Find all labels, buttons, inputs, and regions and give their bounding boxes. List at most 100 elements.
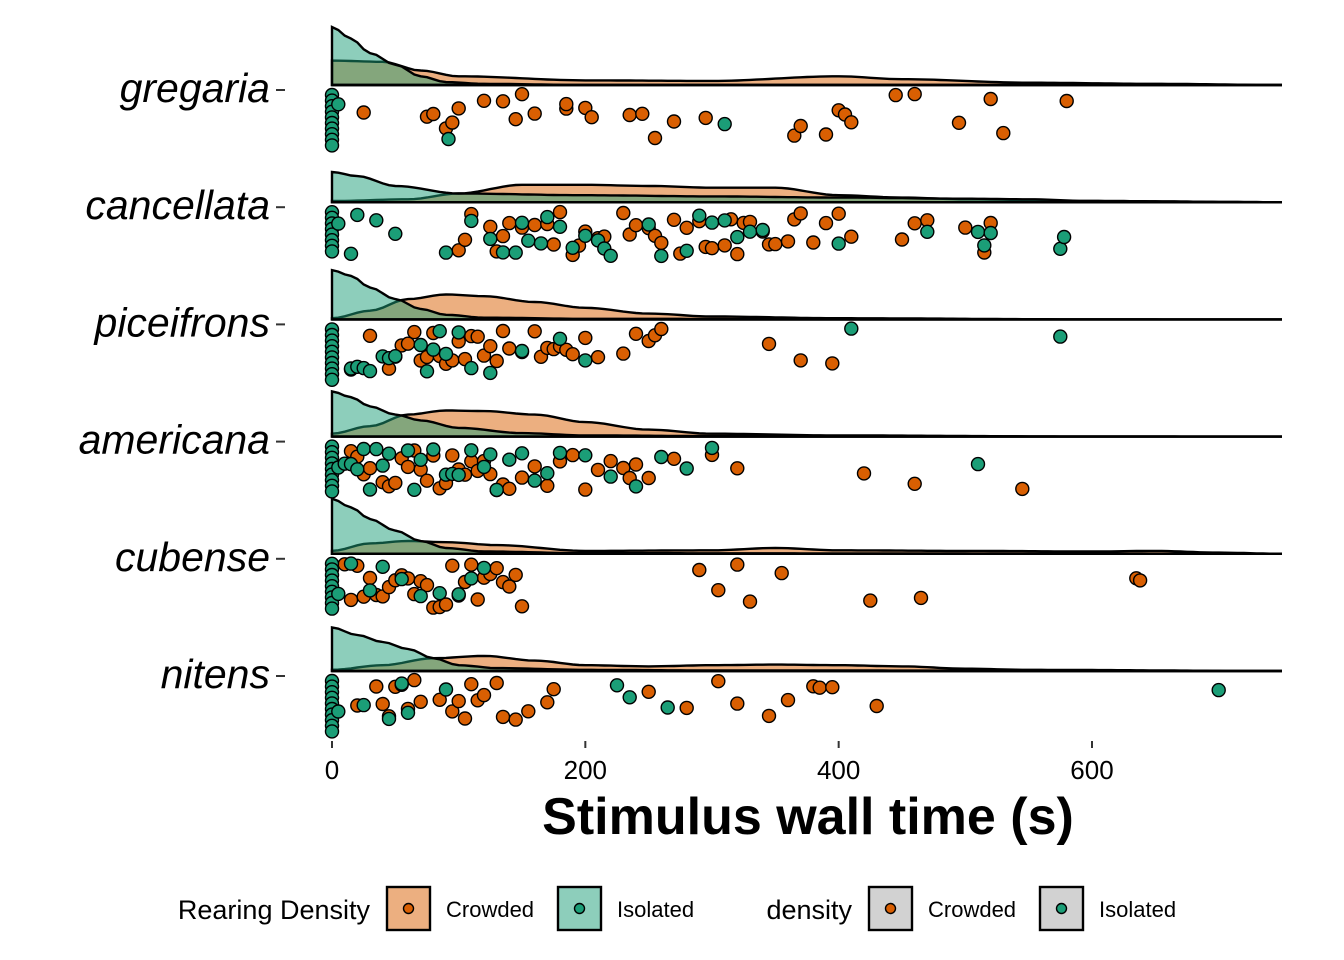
data-point-isolated [831, 236, 846, 251]
data-point-isolated [350, 462, 365, 477]
data-point-crowded [907, 86, 922, 102]
data-point-isolated [388, 226, 403, 242]
data-point-crowded [635, 106, 650, 122]
data-point-crowded [527, 106, 542, 121]
y-tick-label: nitens [161, 651, 270, 697]
data-point-crowded [717, 238, 732, 253]
data-point-isolated [483, 231, 498, 247]
legend-label: Isolated [617, 897, 694, 922]
data-point-isolated [527, 473, 542, 488]
data-point-isolated [441, 131, 456, 147]
data-point-crowded [407, 672, 422, 688]
data-point-crowded [445, 704, 460, 719]
data-point-isolated [464, 571, 479, 586]
data-point-isolated [679, 243, 694, 259]
data-point-crowded [388, 475, 403, 491]
density-crowded-piceifrons [330, 293, 1282, 321]
data-point-isolated [1053, 329, 1068, 344]
y-axis: gregaria cancellata piceifrons americana cub… [79, 65, 285, 697]
data-point-isolated [381, 446, 397, 461]
data-point-crowded [419, 577, 435, 593]
data-point-crowded [502, 341, 517, 356]
data-point-crowded [825, 680, 840, 695]
data-point-isolated [413, 588, 428, 604]
data-point-isolated [464, 443, 479, 458]
data-point-crowded [464, 677, 479, 692]
data-point-crowded [495, 323, 511, 339]
data-point-isolated [514, 343, 530, 359]
data-point-isolated [970, 224, 986, 240]
data-point-crowded [362, 461, 378, 476]
data-point-crowded [476, 93, 492, 109]
data-point-isolated [413, 452, 428, 467]
data-point-crowded [844, 115, 859, 130]
data-point-crowded [1015, 481, 1030, 497]
data-point-crowded [603, 453, 618, 469]
data-point-crowded [457, 711, 473, 726]
data-point-crowded [540, 478, 555, 493]
data-point-crowded [451, 693, 466, 709]
data-point-isolated [464, 213, 479, 229]
data-point-crowded [590, 462, 606, 478]
data-point-isolated [375, 559, 390, 574]
data-point-isolated [426, 342, 441, 357]
data-point-crowded [565, 347, 580, 362]
data-point-crowded [983, 91, 998, 107]
data-point-crowded [445, 558, 460, 573]
data-point-isolated [489, 482, 504, 498]
data-point-isolated [476, 459, 492, 475]
data-point-crowded [1132, 573, 1148, 588]
data-point-crowded [457, 232, 473, 248]
data-point-isolated [565, 240, 580, 256]
data-point-crowded [489, 561, 504, 576]
data-point-crowded [445, 448, 460, 463]
data-point-crowded [825, 356, 840, 371]
data-point-crowded [761, 336, 777, 352]
data-point-isolated [514, 215, 530, 231]
data-point-crowded [647, 130, 663, 146]
data-point-isolated [331, 97, 346, 112]
data-point-crowded [730, 246, 745, 262]
data-point-isolated [641, 217, 656, 232]
data-point-crowded [679, 700, 694, 716]
data-point-crowded [495, 94, 511, 109]
data-point-isolated [375, 458, 390, 473]
data-point-isolated [343, 246, 359, 262]
data-point-isolated [540, 209, 555, 225]
x-tick-label: 0 [325, 755, 339, 785]
data-point-isolated [369, 213, 384, 228]
data-point-isolated [400, 705, 416, 720]
data-point-isolated [717, 213, 732, 228]
legend-key-point [1055, 902, 1068, 915]
data-point-crowded [774, 565, 789, 581]
legend: Rearing Density Crowded Isolated density Cro… [178, 885, 1176, 932]
data-point-crowded [692, 562, 707, 578]
data-point-isolated [451, 467, 466, 483]
data-point-isolated [331, 704, 346, 719]
data-point-isolated [660, 700, 675, 715]
row-nitens [324, 626, 1282, 739]
data-point-crowded [698, 110, 713, 126]
data-point-crowded [730, 696, 745, 711]
legend-group-rearing-density: Rearing Density Crowded Isolated [178, 885, 694, 932]
data-point-crowded [540, 695, 555, 710]
data-point-isolated [356, 697, 371, 713]
data-point-crowded [578, 482, 593, 497]
data-point-isolated [356, 441, 371, 457]
density-crowded-gregaria [330, 59, 1282, 87]
data-point-crowded [628, 326, 644, 341]
data-point-isolated [970, 456, 986, 472]
data-point-crowded [780, 692, 796, 708]
density-crowded-cubense [330, 539, 1282, 555]
data-point-crowded [894, 232, 910, 247]
data-point-crowded [375, 696, 390, 712]
data-point-isolated [654, 248, 669, 264]
legend-group-density: density Crowded Isolated [766, 885, 1176, 932]
data-point-crowded [666, 451, 682, 466]
data-point-isolated [552, 331, 568, 346]
data-point-isolated [622, 690, 637, 705]
data-point-crowded [793, 118, 808, 134]
data-point-crowded [666, 212, 682, 228]
data-point-crowded [666, 114, 682, 129]
